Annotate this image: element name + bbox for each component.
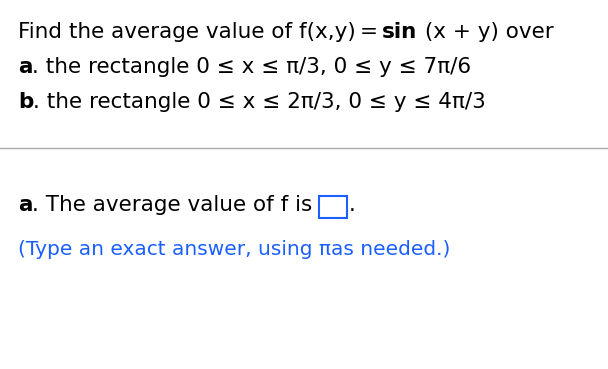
Text: .: . (349, 195, 356, 215)
Text: (Type an exact answer, using πas needed.): (Type an exact answer, using πas needed.… (18, 240, 451, 259)
Text: . the rectangle 0 ≤ x ≤ 2π/3, 0 ≤ y ≤ 4π/3: . the rectangle 0 ≤ x ≤ 2π/3, 0 ≤ y ≤ 4π… (33, 92, 486, 112)
Text: a: a (18, 195, 32, 215)
Text: Find the average value of f(x,y) =: Find the average value of f(x,y) = (18, 22, 382, 42)
Text: (x + y) over: (x + y) over (418, 22, 553, 42)
Text: . the rectangle 0 ≤ x ≤ π/3, 0 ≤ y ≤ 7π/6: . the rectangle 0 ≤ x ≤ π/3, 0 ≤ y ≤ 7π/… (32, 57, 472, 77)
Text: a: a (18, 57, 32, 77)
Bar (319, 196, 347, 218)
Text: sin: sin (382, 22, 418, 42)
Text: b: b (18, 92, 33, 112)
Text: . The average value of f is: . The average value of f is (32, 195, 313, 215)
